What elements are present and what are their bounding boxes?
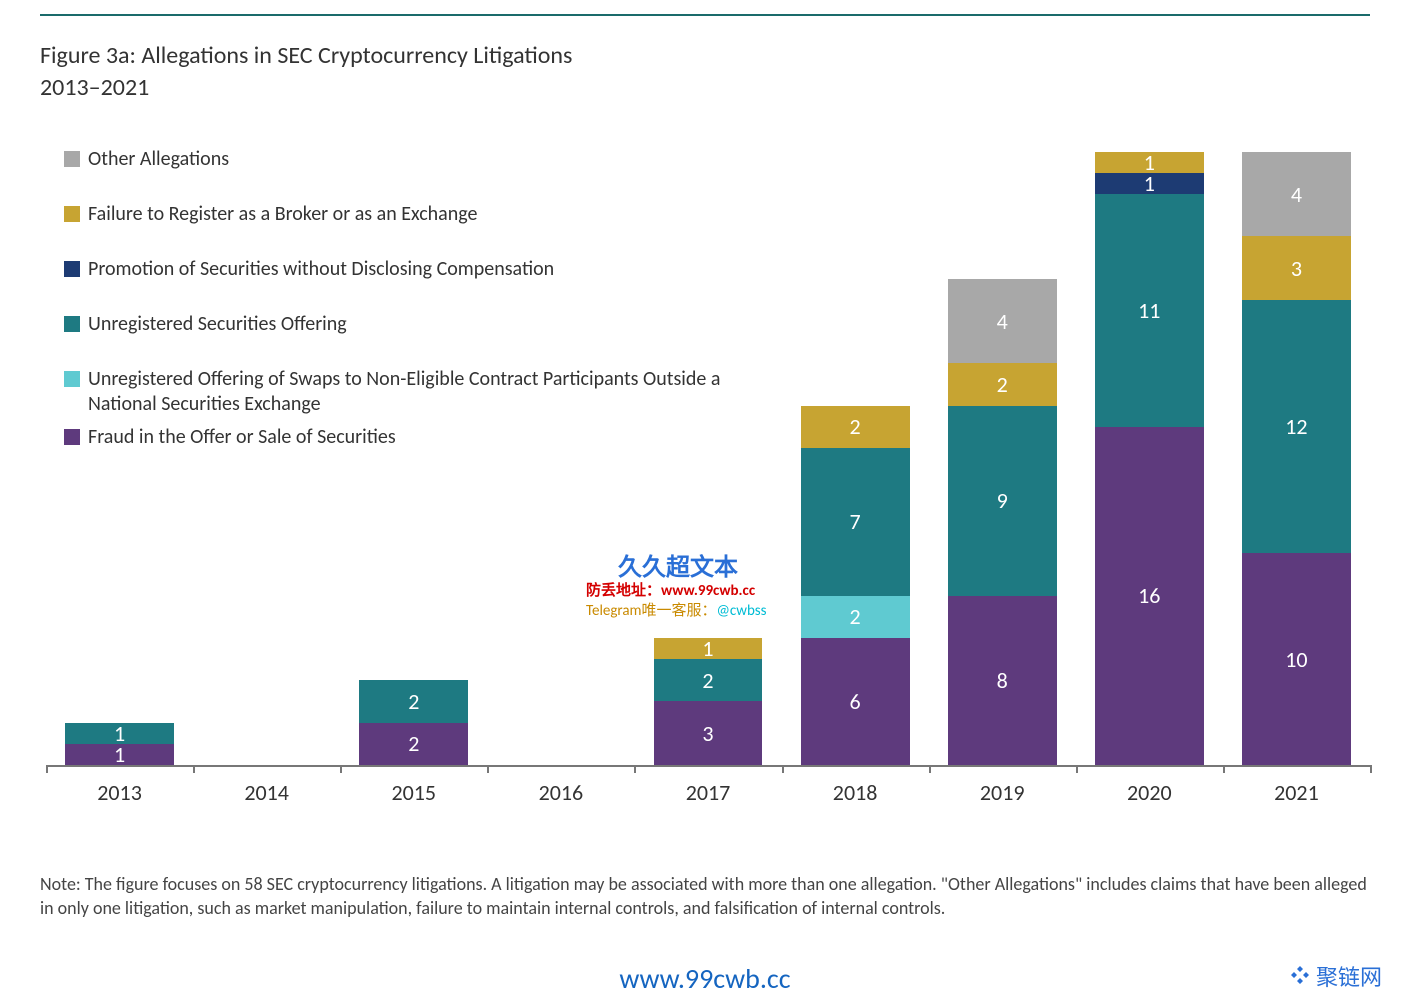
x-tick — [782, 765, 784, 773]
bar-segment-broker: 1 — [654, 638, 763, 659]
x-axis: 201320142015201620172018201920202021 — [46, 773, 1370, 813]
bar-segment-broker: 3 — [1242, 236, 1351, 299]
bar-segment-unreg: 12 — [1242, 300, 1351, 554]
x-label: 2021 — [1223, 779, 1370, 806]
bar-segment-unreg: 7 — [801, 448, 910, 596]
bar-segment-fraud: 2 — [359, 723, 468, 765]
bar-segment-unreg: 11 — [1095, 194, 1204, 426]
legend-label: Fraud in the Offer or Sale of Securities — [88, 425, 744, 450]
chain-icon — [1288, 964, 1312, 988]
legend-item-swaps: Unregistered Offering of Swaps to Non-El… — [64, 367, 744, 417]
chart-title: Figure 3a: Allegations in SEC Cryptocurr… — [40, 40, 1370, 105]
bar-segment-swaps: 2 — [801, 596, 910, 638]
title-line-2: 2013–2021 — [40, 72, 1370, 104]
bar-2020: 161111 — [1095, 152, 1204, 765]
bar-segment-broker: 2 — [801, 406, 910, 448]
watermark-bottom-url: www.99cwb.cc — [0, 961, 1410, 996]
x-tick — [634, 765, 636, 773]
legend-label: Promotion of Securities without Disclosi… — [88, 257, 744, 282]
bar-2013: 11 — [65, 723, 174, 765]
top-rule — [40, 14, 1370, 16]
legend-swatch — [64, 261, 80, 277]
x-tick — [929, 765, 931, 773]
legend-label: Unregistered Offering of Swaps to Non-El… — [88, 367, 744, 417]
bar-segment-fraud: 8 — [948, 596, 1057, 765]
bar-segment-promo: 1 — [1095, 173, 1204, 194]
x-label: 2019 — [929, 779, 1076, 806]
title-line-1: Figure 3a: Allegations in SEC Cryptocurr… — [40, 40, 1370, 72]
bar-segment-fraud: 10 — [1242, 553, 1351, 764]
x-tick — [1076, 765, 1078, 773]
bar-segment-unreg: 2 — [359, 680, 468, 722]
bar-2021: 101234 — [1242, 152, 1351, 765]
corner-logo-text: 聚链网 — [1316, 960, 1382, 992]
bar-segment-broker: 2 — [948, 363, 1057, 405]
x-tick — [1370, 765, 1372, 773]
bar-2015: 22 — [359, 680, 468, 765]
bar-segment-fraud: 1 — [65, 744, 174, 765]
x-label: 2018 — [782, 779, 929, 806]
bar-segment-fraud: 16 — [1095, 427, 1204, 765]
x-label: 2013 — [46, 779, 193, 806]
legend-swatch — [64, 371, 80, 387]
x-label: 2015 — [340, 779, 487, 806]
legend-label: Unregistered Securities Offering — [88, 312, 744, 337]
legend-label: Failure to Register as a Broker or as an… — [88, 202, 744, 227]
legend-swatch — [64, 429, 80, 445]
legend-swatch — [64, 316, 80, 332]
legend-label: Other Allegations — [88, 147, 744, 172]
bar-segment-fraud: 3 — [654, 701, 763, 764]
legend-item-unreg: Unregistered Securities Offering — [64, 312, 744, 337]
x-tick — [487, 765, 489, 773]
bar-segment-unreg: 2 — [654, 659, 763, 701]
x-tick — [340, 765, 342, 773]
chart-area: Other Allegations Failure to Register as … — [40, 133, 1370, 813]
legend-item-fraud: Fraud in the Offer or Sale of Securities — [64, 425, 744, 450]
bar-2018: 6272 — [801, 406, 910, 765]
legend-swatch — [64, 206, 80, 222]
x-label: 2014 — [193, 779, 340, 806]
legend-item-promo: Promotion of Securities without Disclosi… — [64, 257, 744, 282]
bar-2017: 321 — [654, 638, 763, 765]
legend-item-broker: Failure to Register as a Broker or as an… — [64, 202, 744, 227]
corner-logo: 聚链网 — [1288, 960, 1382, 992]
bar-2019: 8924 — [948, 279, 1057, 765]
legend-swatch — [64, 151, 80, 167]
bar-segment-other: 4 — [1242, 152, 1351, 237]
bar-segment-fraud: 6 — [801, 638, 910, 765]
x-label: 2017 — [634, 779, 781, 806]
legend-item-other: Other Allegations — [64, 147, 744, 172]
x-label: 2020 — [1076, 779, 1223, 806]
bar-segment-other: 4 — [948, 279, 1057, 364]
chart-note: Note: The figure focuses on 58 SEC crypt… — [40, 872, 1370, 921]
x-label: 2016 — [487, 779, 634, 806]
x-tick — [46, 765, 48, 773]
x-tick — [1223, 765, 1225, 773]
bar-segment-unreg: 9 — [948, 406, 1057, 596]
x-tick — [193, 765, 195, 773]
legend: Other Allegations Failure to Register as … — [64, 147, 744, 480]
